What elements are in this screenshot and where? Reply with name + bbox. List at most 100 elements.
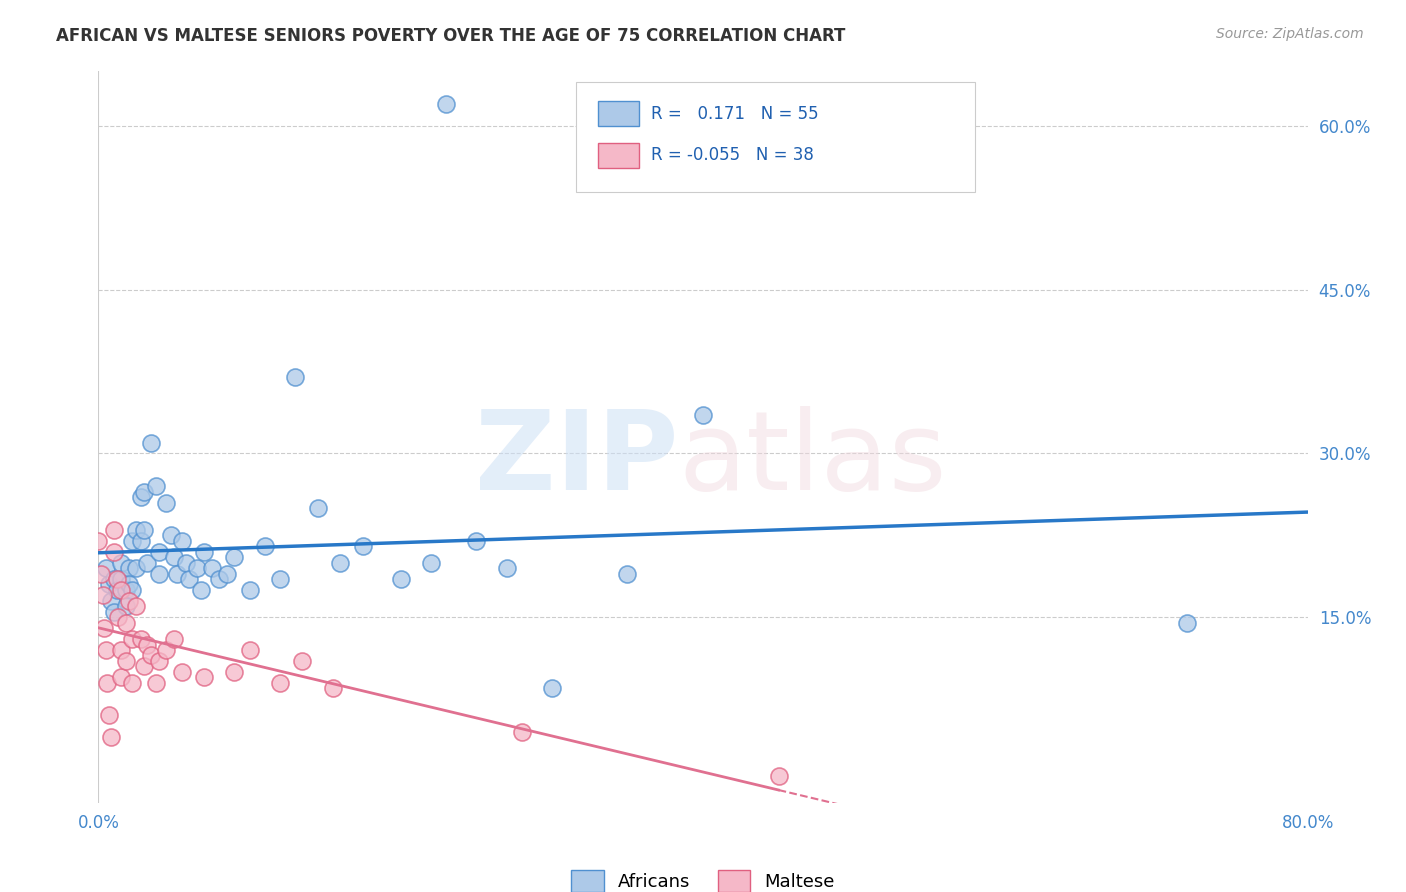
FancyBboxPatch shape <box>598 102 638 127</box>
Point <box>114 599 136 614</box>
Point <box>510 724 533 739</box>
Point <box>145 675 167 690</box>
Point <box>105 582 128 597</box>
Point <box>135 556 157 570</box>
Point <box>103 605 125 619</box>
Point <box>132 484 155 499</box>
Point <box>110 556 132 570</box>
Point <box>616 566 638 581</box>
FancyBboxPatch shape <box>598 143 638 168</box>
Point <box>141 648 163 663</box>
Point <box>389 572 412 586</box>
Point <box>110 572 132 586</box>
Point <box>201 561 224 575</box>
Point <box>208 572 231 586</box>
Point <box>125 561 148 575</box>
Point <box>98 708 121 723</box>
Point <box>91 588 114 602</box>
Text: Source: ZipAtlas.com: Source: ZipAtlas.com <box>1216 27 1364 41</box>
Legend: Africans, Maltese: Africans, Maltese <box>564 863 842 892</box>
Text: R = -0.055   N = 38: R = -0.055 N = 38 <box>651 146 814 164</box>
Point <box>190 582 212 597</box>
Text: AFRICAN VS MALTESE SENIORS POVERTY OVER THE AGE OF 75 CORRELATION CHART: AFRICAN VS MALTESE SENIORS POVERTY OVER … <box>56 27 845 45</box>
Point <box>132 659 155 673</box>
Point <box>94 561 117 575</box>
Point <box>103 572 125 586</box>
Point <box>121 582 143 597</box>
Point <box>129 533 152 548</box>
Point <box>96 675 118 690</box>
Point <box>118 594 141 608</box>
Text: atlas: atlas <box>679 406 948 513</box>
Point <box>94 643 117 657</box>
Point <box>121 632 143 646</box>
Point <box>291 654 314 668</box>
Point <box>179 572 201 586</box>
Point <box>100 731 122 745</box>
Point <box>692 409 714 423</box>
Point <box>107 610 129 624</box>
Point <box>239 643 262 657</box>
Point <box>93 621 115 635</box>
Point <box>307 501 329 516</box>
Point <box>193 670 215 684</box>
Point <box>224 665 246 679</box>
Point <box>155 495 177 509</box>
Point <box>163 632 186 646</box>
Point <box>118 577 141 591</box>
Point <box>118 561 141 575</box>
Point <box>110 643 132 657</box>
Point <box>1175 615 1198 630</box>
Point <box>103 545 125 559</box>
Point <box>329 556 352 570</box>
Point <box>103 523 125 537</box>
Point <box>114 654 136 668</box>
Point <box>174 556 197 570</box>
Point <box>170 665 193 679</box>
Point <box>135 638 157 652</box>
Text: ZIP: ZIP <box>475 406 679 513</box>
Point <box>105 572 128 586</box>
Point <box>148 545 170 559</box>
Point <box>193 545 215 559</box>
Point <box>125 599 148 614</box>
Point <box>121 533 143 548</box>
Point <box>121 675 143 690</box>
Text: R =   0.171   N = 55: R = 0.171 N = 55 <box>651 104 818 123</box>
Point <box>434 97 457 112</box>
Point <box>352 539 374 553</box>
Point <box>253 539 276 553</box>
Point <box>148 654 170 668</box>
Point <box>132 523 155 537</box>
Point <box>239 582 262 597</box>
Point <box>98 577 121 591</box>
Point <box>90 566 112 581</box>
Point <box>465 533 488 548</box>
Point <box>160 528 183 542</box>
Point <box>284 370 307 384</box>
Point <box>148 566 170 581</box>
Point <box>166 566 188 581</box>
Point <box>141 435 163 450</box>
Point <box>100 594 122 608</box>
Point <box>145 479 167 493</box>
Point <box>114 582 136 597</box>
Point <box>186 561 208 575</box>
Point <box>87 533 110 548</box>
Point <box>125 523 148 537</box>
Point <box>322 681 344 695</box>
Point <box>420 556 443 570</box>
Point <box>224 550 246 565</box>
Point <box>495 561 517 575</box>
Point <box>540 681 562 695</box>
Point <box>170 533 193 548</box>
Point <box>155 643 177 657</box>
Point <box>129 490 152 504</box>
Point <box>163 550 186 565</box>
Point <box>215 566 238 581</box>
Point <box>768 768 790 782</box>
Point <box>110 582 132 597</box>
Point <box>129 632 152 646</box>
Point <box>110 670 132 684</box>
Point <box>114 615 136 630</box>
